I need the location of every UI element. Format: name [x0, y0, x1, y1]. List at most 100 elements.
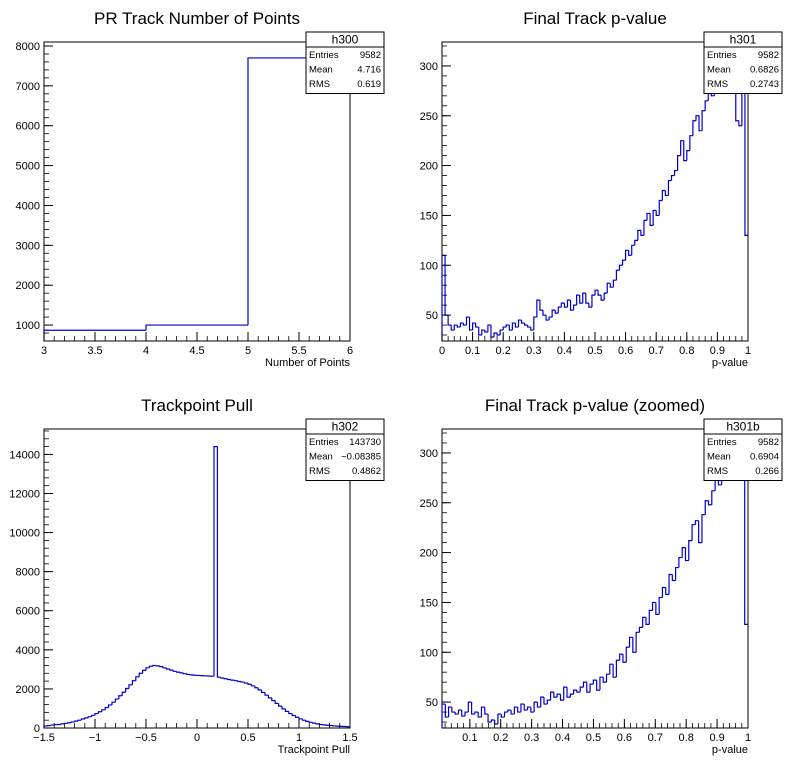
histogram-bin: [447, 315, 452, 326]
x-tick-label: −0.5: [135, 732, 157, 744]
histogram-bin: [450, 325, 455, 331]
histogram-bin: [484, 707, 489, 715]
x-tick-label: 0.2: [496, 345, 511, 357]
histogram-h300: PR Track Number of Points 3 3.5 4 4.5 5 5.5 6Nu…: [16, 9, 385, 369]
stats-value: 9582: [360, 50, 381, 61]
stats-value: 0.4862: [352, 466, 381, 477]
histogram-bin: [257, 687, 262, 691]
histogram-bin: [523, 704, 528, 711]
histogram-bin: [642, 616, 646, 628]
y-tick-label: 50: [426, 310, 438, 322]
histogram-bin: [240, 681, 245, 683]
histogram-bin: [84, 717, 89, 720]
histogram-bin: [288, 711, 293, 715]
stats-label: Mean: [707, 65, 731, 76]
histogram-bin: [493, 332, 498, 338]
histogram-bin: [475, 323, 479, 328]
histogram-bin: [618, 264, 623, 271]
stats-label: Mean: [707, 452, 731, 463]
stats-box-frame: [703, 418, 783, 481]
histogram-bin: [540, 696, 544, 708]
y-tick-label: 100: [420, 260, 438, 272]
histogram-bin: [701, 514, 706, 543]
stats-box-frame: [305, 418, 385, 481]
chart-title: Final Track p-value (zoomed): [485, 396, 705, 415]
histogram-bin: [596, 680, 600, 691]
histogram-bin: [635, 631, 640, 653]
histogram-bin: [579, 295, 583, 304]
y-tick-label: 2000: [16, 684, 40, 696]
histogram-bin: [691, 524, 696, 541]
histogram-bin: [707, 500, 712, 506]
x-tick-label: 0.5: [587, 345, 602, 357]
y-axis: 50 100 150 200 250 300: [420, 45, 451, 336]
y-axis: 50 100 150 200 250 300: [420, 432, 451, 723]
histogram-bin: [661, 189, 666, 201]
histogram-bin: [652, 209, 657, 226]
pad-bottom-left: Trackpoint Pull −1.5 −1 −0.5 0 0.5 1 1.5 Trackpo…: [0, 387, 398, 774]
histogram-bin: [586, 682, 591, 693]
histogram-bin: [622, 654, 627, 663]
histogram-bin: [186, 673, 191, 676]
histogram-bin: [131, 680, 136, 685]
histogram-bin: [556, 693, 561, 698]
histogram-bin: [661, 586, 666, 598]
y-tick-label: 300: [420, 61, 438, 73]
y-axis: 1000 2000 3000 4000 5000 6000 7000 8000: [16, 41, 53, 342]
histogram-bin: [505, 324, 510, 328]
histogram-h302: Trackpoint Pull−1.5 −1 −0.5 0 0.5 1 1.5Trackpo…: [9, 396, 385, 756]
histogram-bin: [638, 626, 643, 633]
histogram-bin: [658, 199, 663, 216]
histogram-bin: [543, 697, 548, 705]
histogram-bins: [441, 41, 748, 341]
x-axis-label: Number of Points: [265, 357, 350, 369]
y-tick-label: 300: [420, 448, 438, 460]
histogram-bin: [291, 713, 296, 717]
histogram-bin: [121, 691, 126, 696]
y-tick-label: 5000: [16, 161, 40, 173]
histogram-bin: [553, 692, 558, 698]
stats-box-frame: [703, 31, 783, 94]
histogram-bin: [615, 659, 620, 678]
histogram-bin: [94, 712, 99, 716]
stats-label: Entries: [309, 50, 339, 61]
histogram-bin: [569, 300, 574, 311]
histogram-bin: [261, 689, 265, 694]
x-tick-label: 3: [41, 345, 47, 357]
x-tick-label: 0.6: [617, 732, 632, 744]
histogram-bin: [643, 219, 648, 236]
histogram-bin: [533, 701, 538, 713]
histogram-bin: [480, 706, 485, 718]
x-tick-label: 0.5: [240, 732, 255, 744]
histogram-bin: [582, 681, 587, 688]
histogram-bin: [658, 596, 663, 615]
histogram-bin: [560, 302, 565, 308]
stats-histogram-name: h300: [332, 33, 359, 47]
histogram-bin: [315, 723, 320, 725]
x-tick-label: 0.1: [462, 732, 477, 744]
histogram-bin: [220, 677, 225, 679]
histogram-bin: [295, 715, 299, 718]
histogram-bins: [43, 57, 350, 341]
histogram-bin: [536, 299, 540, 318]
histogram-bin: [63, 722, 68, 724]
histogram-bin: [165, 667, 170, 670]
histogram-bin: [159, 665, 163, 668]
histogram-bin: [612, 664, 617, 678]
histogram-bin: [457, 709, 462, 715]
histogram-bin: [585, 293, 589, 304]
histogram-bin: [111, 701, 116, 705]
histogram-bin: [597, 290, 602, 296]
histogram-bin: [101, 709, 106, 712]
x-axis-label: Trackpoint Pull: [278, 744, 350, 756]
x-axis-label: p-value: [712, 357, 748, 369]
x-tick-label: 0.4: [557, 345, 572, 357]
histogram-bin: [686, 150, 690, 161]
histogram-bin: [579, 686, 584, 693]
histogram-bin: [655, 210, 660, 217]
stats-box: h300 Entries 9582 Mean 4.716 RMS 0.619: [305, 31, 385, 94]
histogram-bin: [308, 721, 313, 723]
histogram-bin: [551, 309, 556, 318]
histogram-bin: [602, 677, 607, 683]
y-tick-label: 14000: [9, 449, 40, 461]
